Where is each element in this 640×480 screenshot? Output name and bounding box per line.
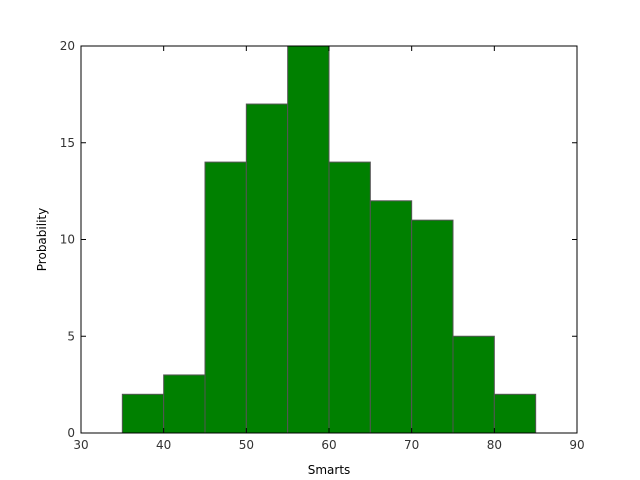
- histogram-bar: [121, 393, 165, 434]
- bars-group: [121, 45, 537, 434]
- histogram-bar: [452, 335, 495, 434]
- y-tick-label: 20: [60, 39, 75, 53]
- x-tick-label: 60: [321, 438, 336, 452]
- y-axis-label: Probability: [35, 208, 49, 271]
- histogram-bar: [287, 45, 330, 434]
- x-axis-label: Smarts: [308, 463, 351, 477]
- y-tick-label: 15: [60, 136, 75, 150]
- x-tick-label: 50: [239, 438, 254, 452]
- histogram-bar: [245, 103, 289, 434]
- histogram-bar: [204, 161, 247, 434]
- x-tick-label: 80: [487, 438, 502, 452]
- y-tick-label: 0: [67, 426, 75, 440]
- histogram-bar: [411, 219, 454, 434]
- y-tick-label: 5: [67, 329, 75, 343]
- histogram-bar: [163, 374, 206, 434]
- x-tick-label: 40: [156, 438, 171, 452]
- histogram-bar: [328, 161, 371, 434]
- histogram-bar: [493, 393, 537, 434]
- x-tick-label: 90: [569, 438, 584, 452]
- histogram-bar: [369, 200, 413, 434]
- ticks-group: 30 40 50 60 70 80 90 0 5 10 15 20: [60, 39, 585, 452]
- x-tick-label: 30: [73, 438, 88, 452]
- x-tick-label: 70: [404, 438, 419, 452]
- y-tick-label: 10: [60, 233, 75, 247]
